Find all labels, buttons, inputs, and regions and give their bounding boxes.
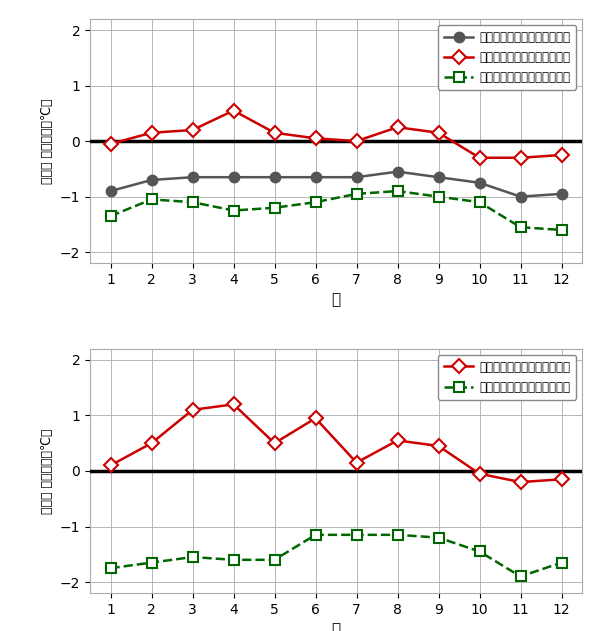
Line: 最低気温（北の丸－大手町）: 最低気温（北の丸－大手町）	[106, 186, 566, 235]
平均気温（北の丸－大手町）	[107, 187, 114, 195]
最低気温（北の丸－大手町）	[435, 534, 442, 541]
最低気温（北の丸－大手町）	[230, 207, 237, 215]
Legend: 平均気温（北の丸－大手町）, 最高気温（北の丸－大手町）, 最低気温（北の丸－大手町）: 平均気温（北の丸－大手町）, 最高気温（北の丸－大手町）, 最低気温（北の丸－大…	[438, 25, 576, 90]
最高気温（北の丸－大手町）	[271, 439, 278, 447]
最低気温（北の丸－大手町）	[271, 556, 278, 563]
平均気温（北の丸－大手町）	[312, 174, 319, 181]
最高気温（北の丸－大手町）	[435, 129, 442, 136]
最低気温（北の丸－大手町）	[517, 223, 524, 231]
最高気温（北の丸－大手町）	[312, 134, 319, 142]
平均気温（北の丸－大手町）	[558, 190, 565, 198]
平均気温（北の丸－大手町）	[353, 174, 360, 181]
最高気温（北の丸－大手町）	[476, 470, 483, 478]
最高気温（北の丸－大手町）	[353, 459, 360, 466]
最高気温（北の丸－大手町）	[189, 126, 196, 134]
平均気温（北の丸－大手町）	[148, 176, 155, 184]
最低気温（北の丸－大手町）	[517, 573, 524, 581]
Line: 最低気温（北の丸－大手町）: 最低気温（北の丸－大手町）	[106, 530, 566, 581]
平均気温（北の丸－大手町）	[394, 168, 401, 175]
最高気温（北の丸－大手町）	[230, 107, 237, 114]
平均気温（北の丸－大手町）	[435, 174, 442, 181]
最高気温（北の丸－大手町）	[476, 154, 483, 162]
最低気温（北の丸－大手町）	[435, 193, 442, 201]
Y-axis label: 快晴日 気温の差（℃）: 快晴日 気温の差（℃）	[41, 428, 54, 514]
Y-axis label: 月平均 気温の差（℃）: 月平均 気温の差（℃）	[41, 98, 54, 184]
最低気温（北の丸－大手町）	[148, 196, 155, 203]
最高気温（北の丸－大手町）	[312, 415, 319, 422]
最低気温（北の丸－大手町）	[312, 198, 319, 206]
X-axis label: 月: 月	[331, 293, 341, 307]
平均気温（北の丸－大手町）	[271, 174, 278, 181]
最高気温（北の丸－大手町）	[230, 401, 237, 408]
平均気温（北の丸－大手町）	[230, 174, 237, 181]
最低気温（北の丸－大手町）	[394, 531, 401, 539]
最高気温（北の丸－大手町）	[517, 154, 524, 162]
平均気温（北の丸－大手町）	[476, 179, 483, 187]
最高気温（北の丸－大手町）	[558, 151, 565, 159]
最低気温（北の丸－大手町）	[189, 198, 196, 206]
最低気温（北の丸－大手町）	[353, 190, 360, 198]
最高気温（北の丸－大手町）	[148, 439, 155, 447]
最高気温（北の丸－大手町）	[148, 129, 155, 136]
Line: 最高気温（北の丸－大手町）: 最高気温（北の丸－大手町）	[106, 106, 566, 163]
最低気温（北の丸－大手町）	[107, 564, 114, 572]
平均気温（北の丸－大手町）	[517, 193, 524, 201]
最高気温（北の丸－大手町）	[517, 478, 524, 486]
最低気温（北の丸－大手町）	[353, 531, 360, 539]
Legend: 最高気温（北の丸－大手町）, 最低気温（北の丸－大手町）: 最高気温（北の丸－大手町）, 最低気温（北の丸－大手町）	[438, 355, 576, 399]
最高気温（北の丸－大手町）	[394, 124, 401, 131]
最低気温（北の丸－大手町）	[476, 548, 483, 555]
最低気温（北の丸－大手町）	[558, 226, 565, 233]
最低気温（北の丸－大手町）	[148, 559, 155, 567]
Line: 平均気温（北の丸－大手町）: 平均気温（北の丸－大手町）	[106, 167, 566, 201]
最高気温（北の丸－大手町）	[189, 406, 196, 414]
最低気温（北の丸－大手町）	[230, 556, 237, 563]
最高気温（北の丸－大手町）	[353, 138, 360, 145]
最低気温（北の丸－大手町）	[312, 531, 319, 539]
最低気温（北の丸－大手町）	[107, 212, 114, 220]
平均気温（北の丸－大手町）	[189, 174, 196, 181]
X-axis label: 月: 月	[331, 622, 341, 631]
最高気温（北の丸－大手町）	[558, 476, 565, 483]
最低気温（北の丸－大手町）	[394, 187, 401, 195]
最低気温（北の丸－大手町）	[271, 204, 278, 211]
最高気温（北の丸－大手町）	[107, 140, 114, 148]
最高気温（北の丸－大手町）	[394, 437, 401, 444]
最低気温（北の丸－大手町）	[189, 553, 196, 561]
最低気温（北の丸－大手町）	[558, 559, 565, 567]
最高気温（北の丸－大手町）	[107, 462, 114, 469]
最高気温（北の丸－大手町）	[271, 129, 278, 136]
最高気温（北の丸－大手町）	[435, 442, 442, 450]
Line: 最高気温（北の丸－大手町）: 最高気温（北の丸－大手町）	[106, 399, 566, 487]
最低気温（北の丸－大手町）	[476, 198, 483, 206]
